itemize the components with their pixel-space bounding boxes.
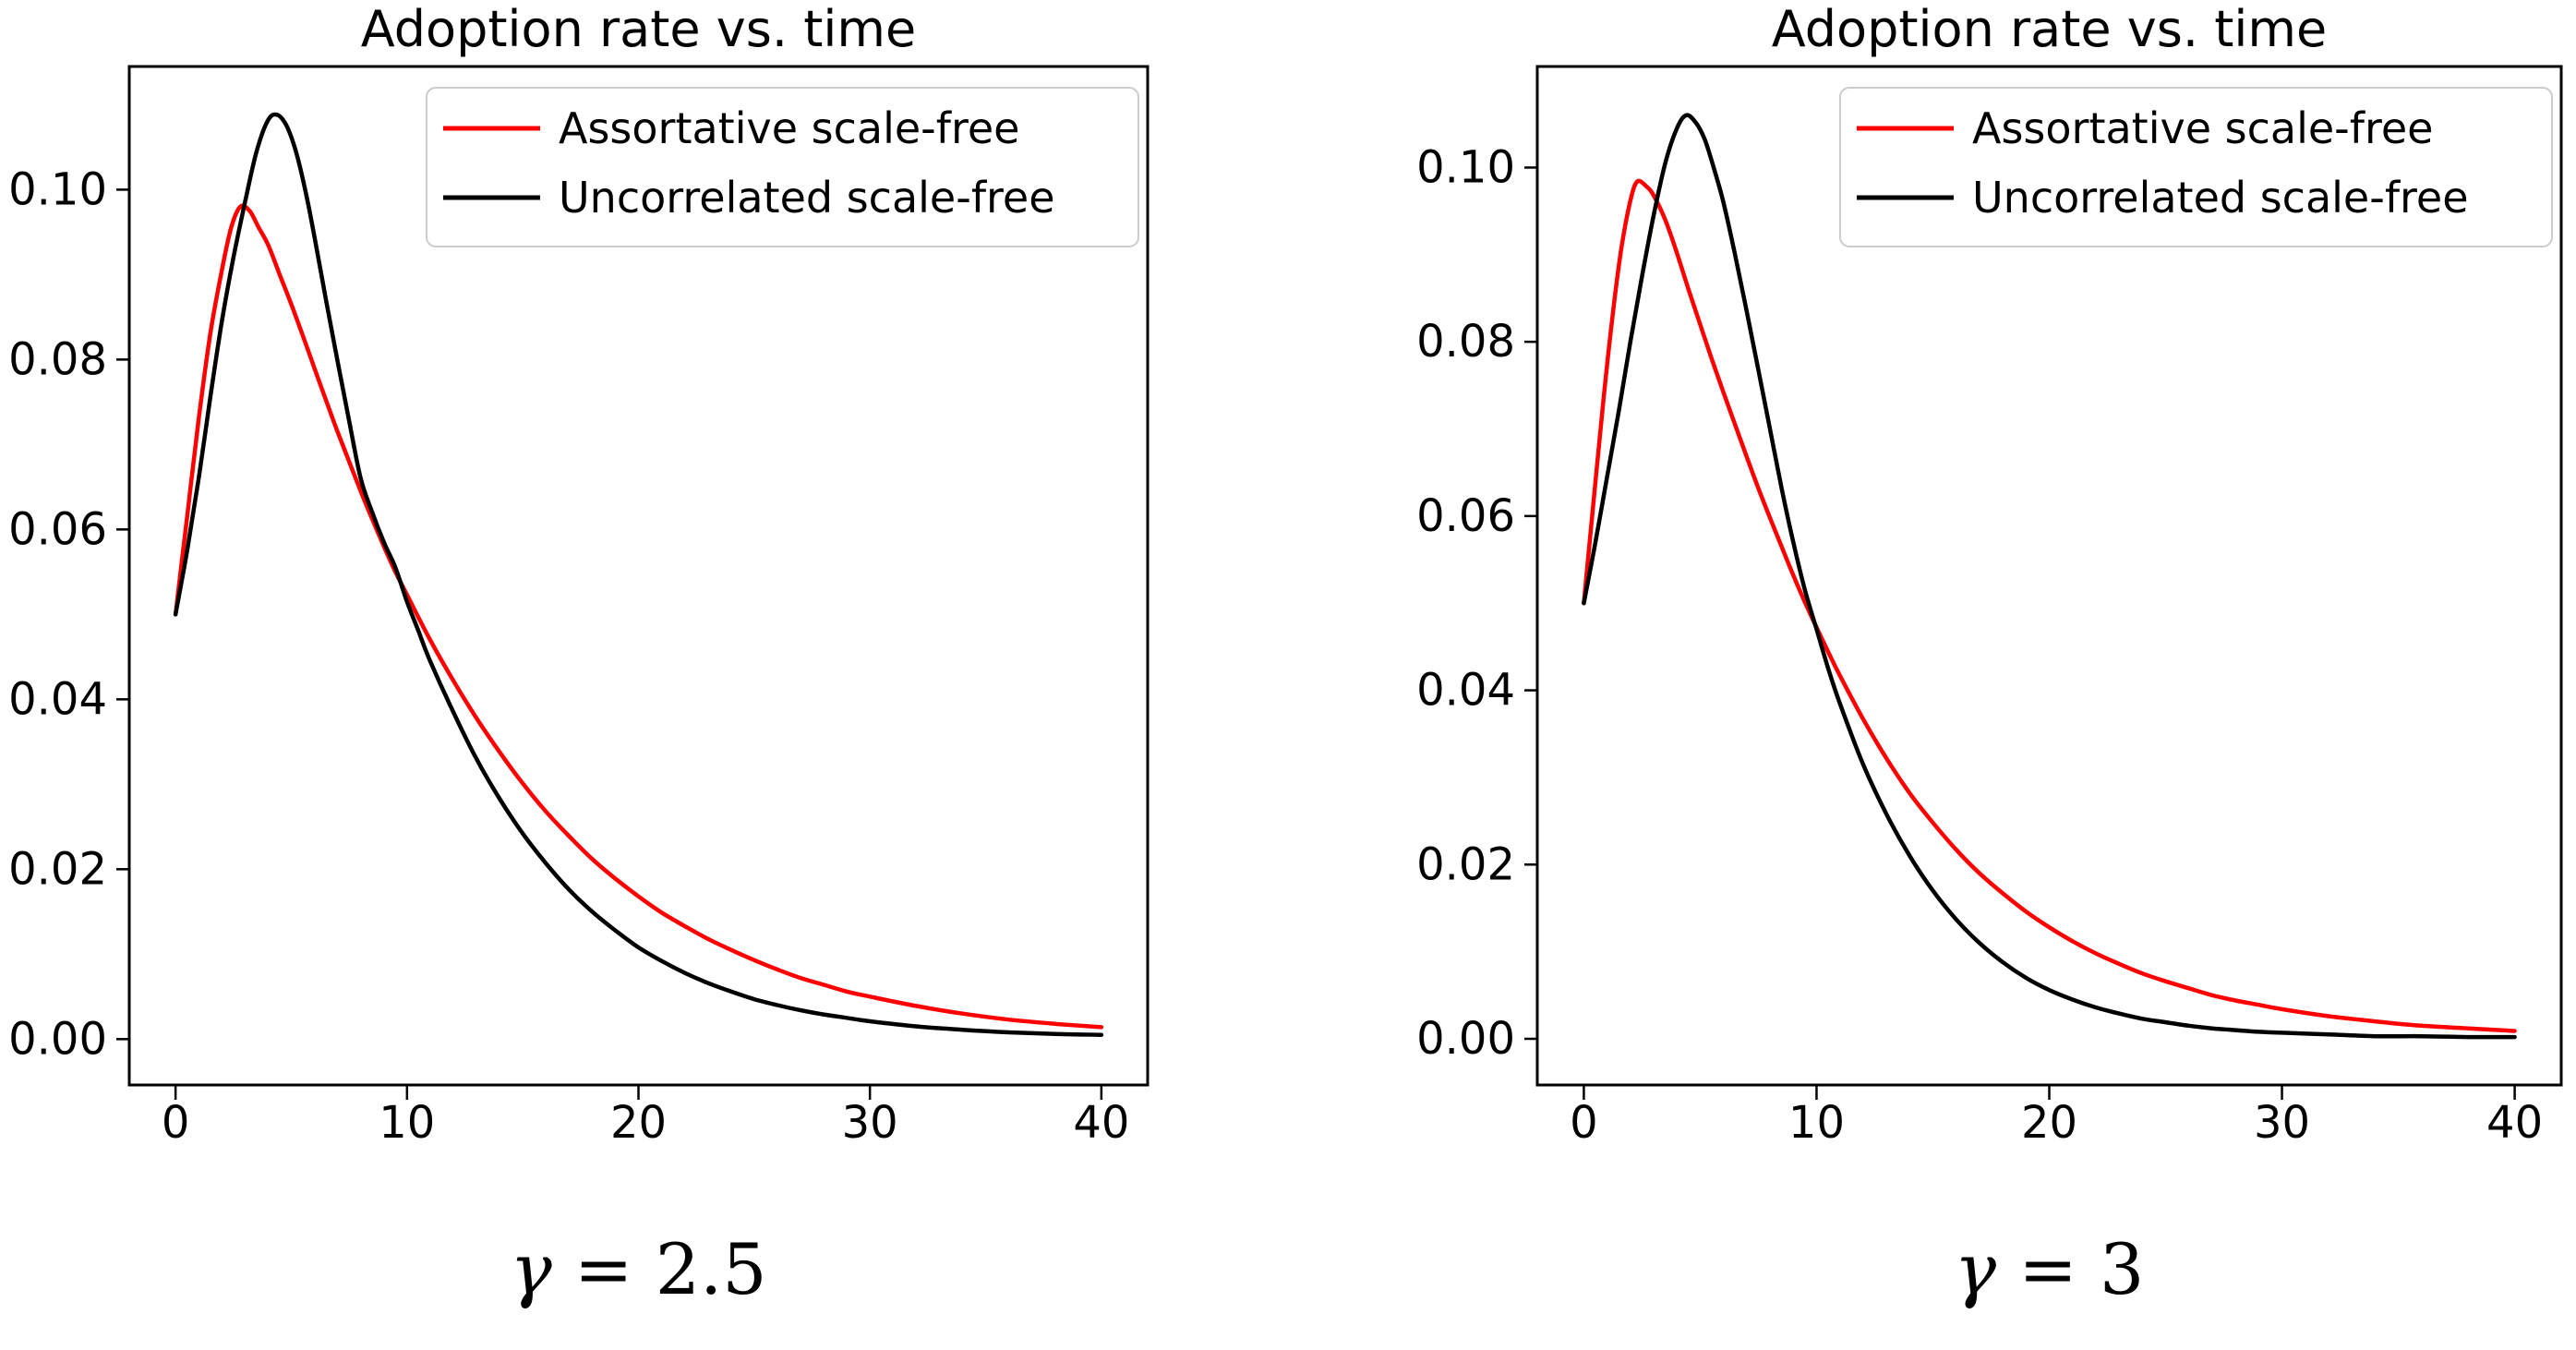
gamma-value: = 2.5 <box>551 1228 767 1310</box>
y-axis-tick-label: 0.04 <box>1416 665 1515 717</box>
y-axis-tick-label: 0.10 <box>8 163 107 215</box>
x-axis-tick-label: 0 <box>162 1097 190 1149</box>
legend-label: Uncorrelated scale-free <box>559 173 1055 223</box>
legend-box <box>1839 87 2553 247</box>
legend-label: Assortative scale-free <box>559 103 1019 153</box>
curve-uncorrelated <box>1582 113 2517 1040</box>
y-axis-tick-label: 0.06 <box>8 503 107 555</box>
y-axis-tick-label: 0.08 <box>8 333 107 385</box>
chart-title: Adoption rate vs. time <box>361 0 916 58</box>
caption-gamma-2-5: γ = 2.5 <box>129 1228 1148 1310</box>
x-axis-tick-label: 30 <box>2254 1097 2310 1149</box>
legend-box <box>426 87 1139 247</box>
curve-uncorrelated <box>173 112 1104 1037</box>
y-axis-tick-label: 0.00 <box>1416 1013 1515 1065</box>
y-axis-tick-label: 0.04 <box>8 673 107 725</box>
curve-assortative <box>1582 178 2517 1033</box>
x-axis-tick-label: 10 <box>379 1097 435 1149</box>
chart-title: Adoption rate vs. time <box>1772 0 2327 58</box>
caption-gamma-3: γ = 3 <box>1537 1228 2561 1310</box>
curve-assortative <box>173 203 1104 1030</box>
legend-label: Assortative scale-free <box>1972 103 2433 153</box>
x-axis-tick-label: 40 <box>2486 1097 2543 1149</box>
x-axis-tick-label: 20 <box>610 1097 667 1149</box>
y-axis-tick-label: 0.10 <box>1416 141 1515 193</box>
chart-1: Adoption rate vs. time 0 10 20 30 40 0.00 0.02 0… <box>1416 0 2563 1149</box>
y-axis-tick-label: 0.06 <box>1416 490 1515 542</box>
y-axis-tick-label: 0.02 <box>8 843 107 895</box>
x-axis-tick-label: 10 <box>1788 1097 1845 1149</box>
gamma-symbol: γ <box>510 1228 552 1310</box>
x-axis-tick-label: 30 <box>842 1097 898 1149</box>
x-axis-tick-label: 0 <box>1570 1097 1598 1149</box>
legend-label: Uncorrelated scale-free <box>1972 173 2469 223</box>
chart-0: Adoption rate vs. time 0 10 20 30 40 0.00 0.02 0… <box>8 0 1150 1149</box>
gamma-value: = 3 <box>1996 1228 2145 1310</box>
x-axis-tick-label: 40 <box>1073 1097 1129 1149</box>
gamma-symbol: γ <box>1954 1228 1997 1310</box>
y-axis-tick-label: 0.02 <box>1416 838 1515 890</box>
x-axis-tick-label: 20 <box>2021 1097 2077 1149</box>
y-axis-tick-label: 0.08 <box>1416 316 1515 368</box>
y-axis-tick-label: 0.00 <box>8 1013 107 1065</box>
